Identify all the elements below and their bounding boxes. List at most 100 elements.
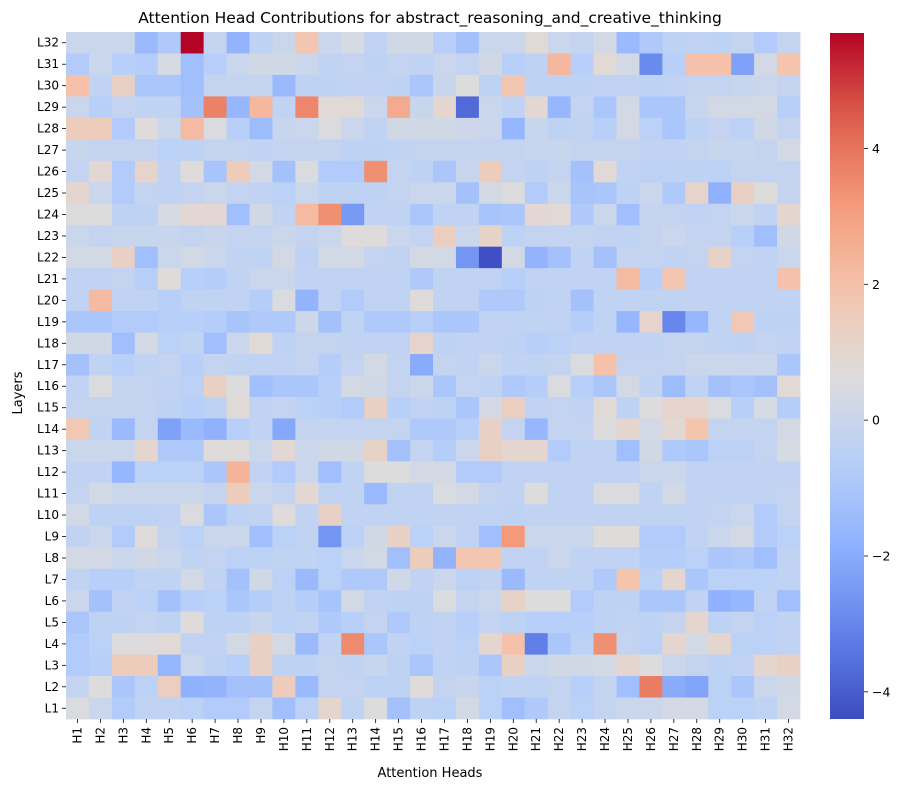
heatmap-cell <box>524 482 549 505</box>
heatmap-cell <box>111 547 136 570</box>
heatmap-cell <box>455 676 480 698</box>
heatmap-cell <box>547 268 572 291</box>
heatmap-cell <box>295 461 319 484</box>
heatmap-cell <box>547 139 572 162</box>
y-tick-label: L6 <box>45 594 59 608</box>
heatmap-cell <box>777 289 801 312</box>
y-tick-label: L7 <box>45 572 59 586</box>
heatmap-cell <box>662 96 686 119</box>
heatmap-cell <box>180 332 205 355</box>
heatmap-cell <box>433 160 457 183</box>
heatmap-cell <box>157 225 182 248</box>
heatmap-cell <box>501 461 526 484</box>
heatmap-cell <box>341 332 365 355</box>
heatmap-cell <box>639 418 663 441</box>
heatmap-cell <box>272 311 296 333</box>
heatmap-cell <box>708 611 732 634</box>
heatmap-cell <box>547 568 572 591</box>
heatmap-cell <box>593 525 617 548</box>
heatmap-cell <box>341 525 365 548</box>
heatmap-cell <box>387 504 411 527</box>
heatmap-cell <box>524 633 549 655</box>
heatmap-cell <box>203 117 227 140</box>
heatmap-cell <box>478 676 503 698</box>
heatmap-cell <box>410 74 434 97</box>
y-tick-label: L10 <box>37 508 59 522</box>
heatmap-cell <box>455 182 480 205</box>
heatmap-cell <box>180 418 205 441</box>
heatmap-cell <box>387 547 411 570</box>
heatmap-cell <box>708 74 732 97</box>
x-tick-label: H3 <box>116 727 130 744</box>
heatmap-cell <box>616 354 640 376</box>
heatmap-cell <box>318 418 342 441</box>
heatmap-cell <box>754 568 778 591</box>
heatmap-cell <box>685 418 709 441</box>
heatmap-cell <box>318 375 342 398</box>
heatmap-cell <box>66 74 90 97</box>
heatmap-cell <box>364 676 388 698</box>
heatmap-cell <box>455 160 480 183</box>
heatmap-cell <box>111 203 136 226</box>
heatmap-cell <box>593 654 617 677</box>
heatmap-cell <box>318 676 342 698</box>
heatmap-cell <box>593 139 617 162</box>
heatmap-cell <box>134 246 159 269</box>
heatmap-cell <box>203 74 227 97</box>
heatmap-cell <box>203 32 227 54</box>
heatmap-cell <box>111 418 136 441</box>
heatmap-cell <box>777 482 801 505</box>
heatmap-cell <box>364 611 388 634</box>
heatmap-cell <box>249 96 273 119</box>
heatmap-cell <box>570 74 594 97</box>
heatmap-cell <box>66 633 90 655</box>
heatmap-cell <box>410 311 434 333</box>
heatmap-cell <box>341 590 365 613</box>
heatmap-cell <box>157 568 182 591</box>
heatmap-cell <box>570 32 594 54</box>
heatmap-cell <box>639 96 663 119</box>
heatmap-cell <box>249 697 273 720</box>
heatmap-cell <box>157 439 182 462</box>
heatmap-cell <box>318 160 342 183</box>
heatmap-cell <box>203 396 227 419</box>
heatmap-cell <box>547 439 572 462</box>
heatmap-cell <box>478 504 503 527</box>
heatmap-cell <box>226 418 250 441</box>
heatmap-cell <box>410 439 434 462</box>
heatmap-cell <box>66 139 90 162</box>
heatmap-cell <box>478 96 503 119</box>
heatmap-cell <box>731 654 755 677</box>
heatmap-cell <box>433 354 457 376</box>
heatmap-cell <box>616 633 640 655</box>
heatmap-cell <box>134 439 159 462</box>
heatmap-cell <box>88 203 113 226</box>
heatmap-cell <box>180 246 205 269</box>
heatmap-cell <box>157 203 182 226</box>
heatmap-cell <box>111 525 136 548</box>
heatmap-cell <box>203 182 227 205</box>
heatmap-cell <box>272 482 296 505</box>
heatmap-cell <box>157 74 182 97</box>
heatmap-cell <box>478 568 503 591</box>
heatmap-cell <box>295 396 319 419</box>
heatmap-cell <box>570 246 594 269</box>
heatmap-cell <box>318 225 342 248</box>
heatmap-cell <box>708 268 732 291</box>
heatmap-cell <box>88 418 113 441</box>
heatmap-cell <box>639 203 663 226</box>
heatmap-cell <box>570 268 594 291</box>
heatmap-cell <box>616 225 640 248</box>
heatmap-cell <box>547 375 572 398</box>
heatmap-cell <box>478 654 503 677</box>
heatmap-cell <box>639 268 663 291</box>
heatmap-cell <box>364 268 388 291</box>
heatmap-cell <box>547 461 572 484</box>
heatmap-cell <box>341 418 365 441</box>
heatmap-cell <box>341 697 365 720</box>
heatmap-cell <box>66 225 90 248</box>
heatmap-cell <box>272 246 296 269</box>
heatmap-cell <box>341 547 365 570</box>
heatmap-cell <box>547 203 572 226</box>
